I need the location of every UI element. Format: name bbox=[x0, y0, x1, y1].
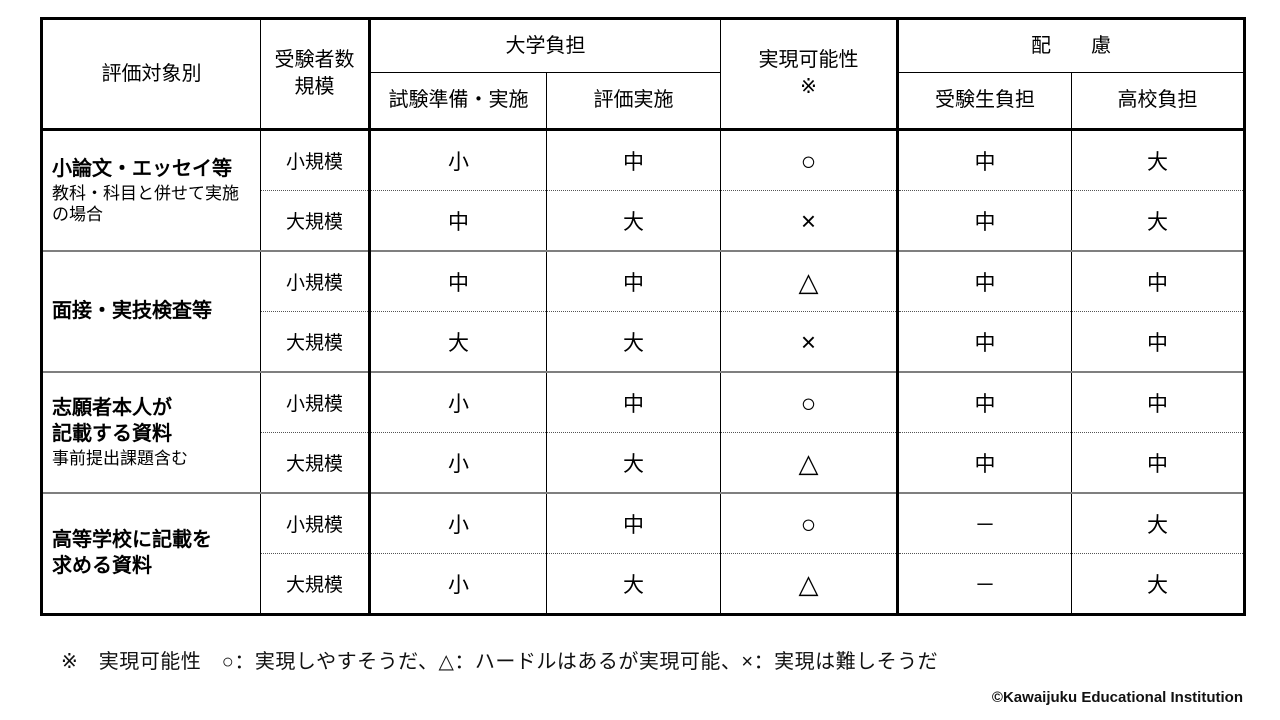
row-label-interview: 面接・実技検査等 bbox=[41, 250, 261, 373]
cell-scale: 大規模 bbox=[260, 553, 370, 615]
cell-eval: 大 bbox=[546, 311, 721, 373]
feasibility-legend: ※ 実現可能性 ○：実現しやすそうだ、△：ハードルはあるが実現可能、×：実現は難… bbox=[61, 651, 939, 673]
cell-student-burden: 中 bbox=[896, 311, 1072, 373]
col-header-highschool-burden: 高校負担 bbox=[1071, 72, 1245, 131]
cell-feasibility: △ bbox=[720, 250, 898, 312]
col-header-feasibility: 実現可能性 ※ bbox=[720, 18, 898, 131]
cell-prep: 小 bbox=[368, 553, 547, 615]
cell-feasibility: × bbox=[720, 311, 898, 373]
cell-feasibility: × bbox=[720, 190, 898, 252]
col-header-exam-prep: 試験準備・実施 bbox=[368, 72, 547, 131]
row-label-highschool-documents: 高等学校に記載を 求める資料 bbox=[41, 492, 261, 615]
cell-eval: 大 bbox=[546, 553, 721, 615]
cell-prep: 小 bbox=[368, 129, 547, 191]
cell-student-burden: － bbox=[896, 553, 1072, 615]
cell-scale: 小規模 bbox=[260, 371, 370, 433]
col-header-eval-target: 評価対象別 bbox=[41, 18, 261, 131]
col-header-eval-impl: 評価実施 bbox=[546, 72, 721, 131]
cell-scale: 大規模 bbox=[260, 190, 370, 252]
cell-eval: 中 bbox=[546, 371, 721, 433]
cell-eval: 中 bbox=[546, 492, 721, 554]
col-header-scale: 受験者数 規模 bbox=[260, 18, 370, 131]
cell-scale: 小規模 bbox=[260, 250, 370, 312]
cell-eval: 中 bbox=[546, 250, 721, 312]
cell-feasibility: ○ bbox=[720, 492, 898, 554]
row-title: 高等学校に記載を 求める資料 bbox=[52, 529, 212, 577]
cell-scale: 小規模 bbox=[260, 492, 370, 554]
cell-student-burden: 中 bbox=[896, 250, 1072, 312]
cell-highschool-burden: 大 bbox=[1071, 492, 1245, 554]
row-title: 志願者本人が 記載する資料 bbox=[52, 397, 172, 446]
row-label-essay: 小論文・エッセイ等 教科・科目と併せて実施の場合 bbox=[41, 129, 261, 252]
copyright-notice: ©Kawaijuku Educational Institution bbox=[991, 689, 1243, 706]
cell-prep: 小 bbox=[368, 432, 547, 494]
cell-prep: 小 bbox=[368, 371, 547, 433]
row-title: 小論文・エッセイ等 bbox=[52, 157, 232, 180]
cell-prep: 中 bbox=[368, 250, 547, 312]
cell-student-burden: 中 bbox=[896, 432, 1072, 494]
cell-student-burden: 中 bbox=[896, 129, 1072, 191]
cell-highschool-burden: 大 bbox=[1071, 553, 1245, 615]
cell-scale: 小規模 bbox=[260, 129, 370, 191]
cell-scale: 大規模 bbox=[260, 311, 370, 373]
cell-prep: 小 bbox=[368, 492, 547, 554]
cell-eval: 中 bbox=[546, 129, 721, 191]
row-title: 面接・実技検査等 bbox=[52, 300, 212, 322]
cell-feasibility: △ bbox=[720, 553, 898, 615]
cell-feasibility: ○ bbox=[720, 129, 898, 191]
group-header-university-burden: 大学負担 bbox=[368, 18, 721, 73]
cell-prep: 大 bbox=[368, 311, 547, 373]
cell-feasibility: △ bbox=[720, 432, 898, 494]
cell-highschool-burden: 中 bbox=[1071, 311, 1245, 373]
group-header-consideration: 配 慮 bbox=[896, 18, 1245, 73]
cell-highschool-burden: 中 bbox=[1071, 250, 1245, 312]
cell-feasibility: ○ bbox=[720, 371, 898, 433]
evaluation-burden-table: 評価対象別 受験者数 規模 大学負担 実現可能性 ※ 配 慮 試験準備・実施 評… bbox=[40, 17, 1246, 616]
cell-eval: 大 bbox=[546, 432, 721, 494]
cell-scale: 大規模 bbox=[260, 432, 370, 494]
cell-eval: 大 bbox=[546, 190, 721, 252]
cell-highschool-burden: 大 bbox=[1071, 190, 1245, 252]
row-label-applicant-documents: 志願者本人が 記載する資料 事前提出課題含む bbox=[41, 371, 261, 494]
cell-highschool-burden: 大 bbox=[1071, 129, 1245, 191]
cell-highschool-burden: 中 bbox=[1071, 432, 1245, 494]
cell-student-burden: 中 bbox=[896, 190, 1072, 252]
cell-prep: 中 bbox=[368, 190, 547, 252]
row-subtitle: 事前提出課題含む bbox=[52, 449, 188, 469]
col-header-student-burden: 受験生負担 bbox=[896, 72, 1072, 131]
cell-highschool-burden: 中 bbox=[1071, 371, 1245, 433]
cell-student-burden: － bbox=[896, 492, 1072, 554]
cell-student-burden: 中 bbox=[896, 371, 1072, 433]
row-subtitle: 教科・科目と併せて実施の場合 bbox=[52, 183, 239, 224]
table: 評価対象別 受験者数 規模 大学負担 実現可能性 ※ 配 慮 試験準備・実施 評… bbox=[40, 17, 1246, 616]
